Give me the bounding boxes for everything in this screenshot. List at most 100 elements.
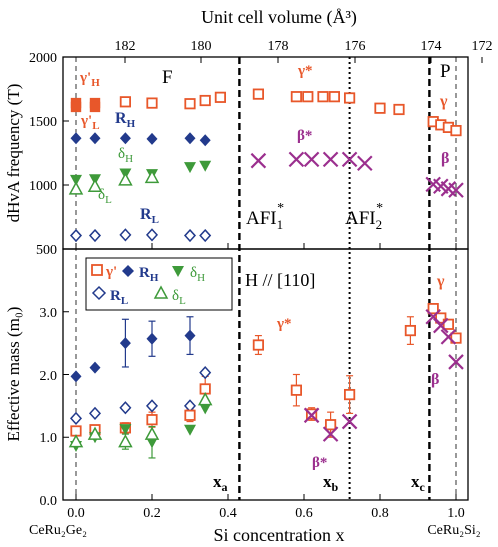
- top-tick-176: 176: [345, 39, 366, 54]
- label-gamma-top: γ: [439, 93, 448, 110]
- top-point-H-4: [184, 162, 196, 174]
- legend-box: [85, 257, 233, 311]
- bottom-point-s5-0: [252, 339, 264, 351]
- bottom-point-s8-1: [433, 317, 449, 334]
- label-beta-top: β: [441, 150, 449, 167]
- top-point-H-5: [199, 160, 212, 172]
- xtick-0.0: 0.0: [67, 506, 85, 521]
- top-point-s7-6: [374, 102, 386, 114]
- legend-RH-marker: [122, 265, 134, 277]
- top-axis-title: Unit cell volume (Å³): [201, 7, 357, 28]
- top-point-s8-1-stroke-b: [288, 151, 305, 168]
- end-label-left: CeRu₂Ge₂: [29, 523, 87, 538]
- end-label-right: CeRu₂Si₂: [427, 523, 480, 538]
- bottom-point-RH-4: [184, 329, 196, 342]
- label-P: P: [440, 61, 451, 82]
- label-AFI2: AFI2*: [345, 201, 383, 232]
- label-beta-star-bottom: β*: [312, 455, 327, 471]
- top-axis-ticks: 182 180 178 176 174 172: [115, 39, 493, 54]
- top-point-L-3: [144, 169, 160, 184]
- top-tick-172: 172: [472, 39, 493, 54]
- top-point-s10-2-stroke-b: [440, 181, 457, 197]
- bottom-point-L-2: [118, 434, 133, 448]
- bottom-point-s7-1: [435, 312, 447, 324]
- top-point-s7-0: [252, 88, 264, 100]
- bottom-point-RH-2: [119, 337, 131, 350]
- bottom-point-H-5: [199, 403, 212, 415]
- top-panel-annotations: F P AFI1* AFI2* γ'H γ'L RH δH δL RL γ* β…: [79, 61, 451, 232]
- top-point-s10-1-stroke-b: [433, 178, 449, 195]
- bottom-point-RH-3: [146, 332, 158, 345]
- data-markers-layer: [68, 88, 464, 453]
- bottom-point-s8-1-stroke-b: [433, 317, 449, 334]
- xtick-0.4: 0.4: [219, 506, 237, 521]
- top-point-RL-1: [88, 228, 102, 243]
- bottom-point-H-2: [119, 424, 132, 436]
- top-point-s10-0-stroke-b: [425, 176, 441, 193]
- label-xb: xb: [323, 472, 339, 494]
- xtick-0.2: 0.2: [143, 506, 161, 521]
- bottom-point-RL-1: [88, 406, 102, 421]
- legend-gamma-prime-marker: [91, 264, 103, 276]
- legend-gamma-prime-label: γ': [105, 264, 117, 280]
- top-point-s7-5: [343, 92, 356, 104]
- legend-RL-label: RL: [110, 288, 128, 307]
- label-F: F: [162, 67, 173, 88]
- top-point-s8-3-stroke-b: [322, 151, 339, 168]
- bottom-panel-annotations: H // [110] γ* β* γ β xa xb xc: [213, 270, 445, 494]
- bottom-point-H-3: [146, 437, 158, 449]
- top-point-RH-1: [89, 132, 101, 145]
- top-point-s8-5: [357, 155, 373, 172]
- legend: γ' RH δH RL δL: [85, 257, 233, 311]
- bottom-panel-yticks: 0.0 1.0 2.0 3.0: [40, 306, 58, 509]
- bottom-point-s7-3: [450, 332, 462, 344]
- bottom-xlabel: Si concentration x: [214, 525, 345, 545]
- top-panel-ylabel: dHvA frequency (T): [4, 84, 23, 223]
- top-point-RH-5: [199, 134, 211, 147]
- legend-deltaH-marker: [172, 266, 184, 277]
- top-point-s8-2-stroke-b: [303, 151, 320, 168]
- top-point-s8-4: [341, 151, 358, 168]
- ytick-1.0: 1.0: [40, 431, 58, 446]
- top-point-s9-3: [450, 125, 462, 137]
- bottom-point-s6-0-stroke-b: [303, 407, 320, 424]
- top-panel-yticks: 500 1000 1500 2000: [29, 51, 57, 258]
- top-point-s7-3: [317, 91, 329, 103]
- bottom-panel-ylabel: Effective mass (m₀): [4, 307, 23, 442]
- top-point-L-0: [70, 101, 82, 113]
- top-tick-178: 178: [268, 39, 289, 54]
- bottom-point-s5-5: [404, 324, 417, 337]
- label-gamma-prime-H: γ'H: [79, 70, 100, 89]
- label-beta-star-top: β*: [297, 128, 312, 144]
- top-point-RL-2: [119, 228, 132, 242]
- legend-RL-marker: [91, 285, 107, 301]
- top-point-s8-1: [288, 151, 305, 168]
- top-point-RL-5: [199, 228, 212, 243]
- label-R-H: RH: [115, 110, 136, 130]
- bottom-point-H-4: [184, 424, 196, 436]
- top-tick-174: 174: [421, 39, 442, 54]
- top-point-s7-1: [290, 91, 303, 103]
- label-beta-bottom: β: [431, 371, 439, 388]
- bottom-point-L-0: [68, 434, 84, 448]
- top-point-L-1: [87, 178, 103, 193]
- top-point-RL-3: [145, 228, 159, 242]
- top-point-RH-3: [146, 132, 158, 145]
- label-gamma-bottom: γ: [436, 273, 445, 290]
- ytick-2000: 2000: [29, 51, 57, 66]
- xtick-0.6: 0.6: [295, 506, 313, 521]
- bottom-point-L-3: [144, 426, 160, 440]
- top-point-RL-0: [69, 228, 83, 243]
- label-xc: xc: [411, 472, 426, 494]
- top-point-RH-0: [70, 132, 82, 145]
- label-gamma-prime-L: γ'L: [80, 113, 100, 132]
- bottom-point-s6-1-stroke-b: [322, 426, 339, 442]
- bottom-point-RL-2: [119, 401, 132, 415]
- top-point-RH-2: [119, 132, 131, 145]
- xtick-1.0: 1.0: [447, 506, 465, 521]
- bottom-point-s5-1: [290, 384, 303, 396]
- label-delta-L: δL: [98, 187, 112, 206]
- ytick-3.0: 3.0: [40, 306, 58, 321]
